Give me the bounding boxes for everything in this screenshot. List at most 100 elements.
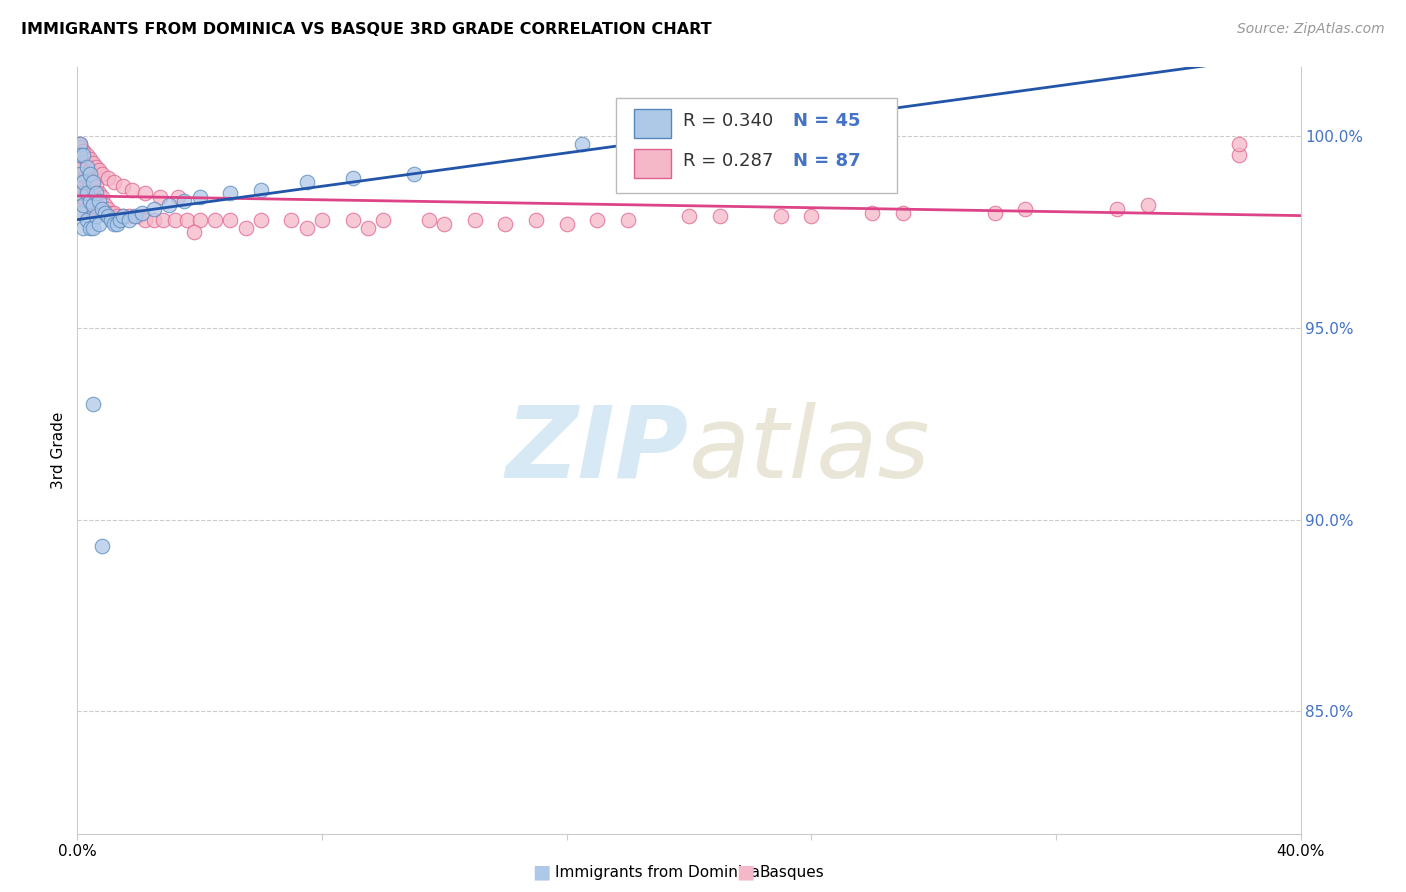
Point xyxy=(188,213,211,227)
Point xyxy=(586,213,609,227)
Point xyxy=(862,205,884,219)
Point xyxy=(152,213,174,227)
Point xyxy=(97,171,120,186)
Point xyxy=(678,210,700,224)
Point xyxy=(100,205,122,219)
Point xyxy=(97,202,120,216)
Text: Source: ZipAtlas.com: Source: ZipAtlas.com xyxy=(1237,22,1385,37)
Point xyxy=(433,217,456,231)
Point xyxy=(188,190,211,204)
Point xyxy=(84,194,107,208)
Text: N = 87: N = 87 xyxy=(793,153,860,170)
Point xyxy=(984,205,1007,219)
Point xyxy=(79,221,101,235)
Point xyxy=(173,194,195,208)
Point xyxy=(72,198,94,212)
Point xyxy=(82,186,104,201)
Text: Basques: Basques xyxy=(759,865,824,880)
Point xyxy=(1014,202,1036,216)
Point xyxy=(142,213,165,227)
Point xyxy=(87,163,110,178)
Point xyxy=(149,190,172,204)
Point xyxy=(709,210,731,224)
Point xyxy=(131,205,153,219)
Point xyxy=(90,167,112,181)
Point xyxy=(69,136,91,151)
Point xyxy=(219,186,242,201)
Point xyxy=(84,210,107,224)
Point xyxy=(69,167,91,181)
Point xyxy=(142,202,165,216)
Point xyxy=(76,186,98,201)
Point xyxy=(72,221,94,235)
Point xyxy=(97,210,120,224)
Point xyxy=(204,213,226,227)
Point xyxy=(280,213,302,227)
Point xyxy=(295,221,318,235)
Point xyxy=(134,186,156,201)
Point xyxy=(82,198,104,212)
Point xyxy=(69,186,91,201)
Point xyxy=(79,167,101,181)
Point xyxy=(69,205,91,219)
Point xyxy=(79,152,101,166)
Point xyxy=(1136,198,1159,212)
Point xyxy=(167,190,190,204)
Point xyxy=(94,205,117,219)
Point xyxy=(769,210,792,224)
Text: ■: ■ xyxy=(735,863,755,882)
Point xyxy=(76,186,98,201)
Point xyxy=(69,148,91,162)
Point xyxy=(69,136,91,151)
Point xyxy=(79,163,101,178)
Point xyxy=(134,213,156,227)
Point xyxy=(112,210,135,224)
Point xyxy=(357,221,380,235)
Point xyxy=(1229,136,1251,151)
Point xyxy=(342,171,364,186)
Point xyxy=(87,217,110,231)
Point xyxy=(103,205,125,219)
Point xyxy=(165,213,187,227)
Point xyxy=(118,210,141,224)
Text: N = 45: N = 45 xyxy=(793,112,860,129)
Point xyxy=(79,178,101,193)
Point xyxy=(84,160,107,174)
Point xyxy=(103,175,125,189)
Point xyxy=(108,213,131,227)
Point xyxy=(76,148,98,162)
Point xyxy=(617,213,640,227)
Point xyxy=(72,190,94,204)
Point xyxy=(79,194,101,208)
Point xyxy=(105,217,128,231)
Point xyxy=(72,148,94,162)
Text: ZIP: ZIP xyxy=(506,402,689,499)
Point xyxy=(342,213,364,227)
Point xyxy=(250,183,273,197)
Text: ■: ■ xyxy=(531,863,551,882)
Point xyxy=(1229,148,1251,162)
Point xyxy=(555,217,578,231)
Text: R = 0.287: R = 0.287 xyxy=(683,153,773,170)
Point xyxy=(371,213,394,227)
Point xyxy=(76,171,98,186)
Point xyxy=(79,194,101,208)
Point xyxy=(72,175,94,189)
Text: IMMIGRANTS FROM DOMINICA VS BASQUE 3RD GRADE CORRELATION CHART: IMMIGRANTS FROM DOMINICA VS BASQUE 3RD G… xyxy=(21,22,711,37)
Point xyxy=(112,178,135,193)
Point xyxy=(72,160,94,174)
Point xyxy=(84,178,107,193)
Point xyxy=(76,155,98,169)
Point xyxy=(69,205,91,219)
FancyBboxPatch shape xyxy=(634,109,671,138)
Text: R = 0.340: R = 0.340 xyxy=(683,112,773,129)
Point xyxy=(295,175,318,189)
Text: atlas: atlas xyxy=(689,402,931,499)
Point xyxy=(800,210,823,224)
Point xyxy=(105,210,128,224)
Point xyxy=(127,210,149,224)
Point xyxy=(250,213,273,227)
Point xyxy=(69,175,91,189)
Point xyxy=(90,205,112,219)
Text: Immigrants from Dominica: Immigrants from Dominica xyxy=(555,865,761,880)
